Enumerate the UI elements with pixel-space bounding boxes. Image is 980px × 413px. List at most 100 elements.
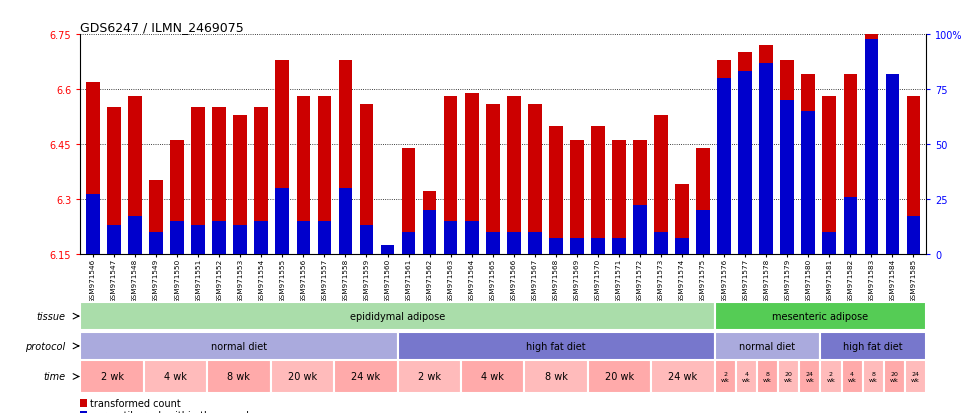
Bar — [144, 361, 207, 393]
Bar — [507, 232, 520, 254]
Text: 4 wk: 4 wk — [481, 372, 504, 382]
Bar — [171, 141, 184, 254]
Text: mesenteric adipose: mesenteric adipose — [772, 311, 868, 321]
Bar — [864, 40, 878, 254]
Bar — [822, 97, 836, 254]
Bar — [524, 361, 588, 393]
Bar — [86, 83, 100, 254]
Bar — [334, 361, 398, 393]
Bar — [820, 332, 926, 360]
Bar — [339, 61, 352, 254]
Bar — [862, 361, 884, 393]
Bar — [760, 46, 773, 254]
Bar — [696, 210, 710, 254]
Bar — [802, 112, 815, 254]
Text: 20
wk: 20 wk — [784, 371, 793, 382]
Bar — [844, 75, 858, 254]
Bar — [107, 108, 121, 254]
Text: high fat diet: high fat diet — [526, 341, 586, 351]
Text: protocol: protocol — [25, 341, 66, 351]
Bar — [486, 104, 500, 254]
Bar — [884, 361, 905, 393]
Bar — [507, 97, 520, 254]
Bar — [655, 232, 667, 254]
Bar — [696, 148, 710, 254]
Bar — [780, 101, 794, 254]
Bar — [633, 206, 647, 254]
Bar — [612, 141, 626, 254]
Bar — [736, 361, 757, 393]
Bar — [714, 332, 820, 360]
Bar — [822, 232, 836, 254]
Text: time: time — [43, 372, 66, 382]
Bar — [461, 361, 524, 393]
Bar — [714, 361, 736, 393]
Bar — [633, 141, 647, 254]
Bar — [107, 225, 121, 254]
Bar — [738, 72, 752, 254]
Text: 24 wk: 24 wk — [351, 372, 380, 382]
Bar — [465, 221, 478, 254]
Bar — [207, 361, 270, 393]
Bar — [213, 108, 226, 254]
Bar — [778, 361, 800, 393]
Text: 2
wk: 2 wk — [721, 371, 730, 382]
Text: normal diet: normal diet — [740, 341, 796, 351]
Bar — [149, 232, 163, 254]
Bar — [402, 232, 416, 254]
Bar — [802, 75, 815, 254]
Text: 4 wk: 4 wk — [164, 372, 187, 382]
Text: epididymal adipose: epididymal adipose — [350, 311, 445, 321]
Bar — [128, 217, 142, 254]
Bar — [780, 61, 794, 254]
Bar — [528, 104, 542, 254]
Bar — [588, 361, 652, 393]
Bar — [444, 221, 458, 254]
Bar — [675, 239, 689, 254]
Bar — [422, 210, 436, 254]
Bar — [906, 97, 920, 254]
Bar — [905, 361, 926, 393]
Bar — [255, 221, 269, 254]
Bar — [760, 64, 773, 254]
Bar — [80, 399, 87, 407]
Bar — [80, 302, 714, 330]
Bar — [738, 53, 752, 254]
Bar — [800, 361, 820, 393]
Bar — [275, 61, 289, 254]
Bar — [297, 97, 311, 254]
Bar — [655, 115, 667, 254]
Bar — [128, 97, 142, 254]
Bar — [318, 97, 331, 254]
Bar — [757, 361, 778, 393]
Bar — [270, 361, 334, 393]
Bar — [80, 332, 398, 360]
Text: high fat diet: high fat diet — [844, 341, 903, 351]
Bar — [255, 108, 269, 254]
Bar — [717, 79, 731, 254]
Text: percentile rank within the sample: percentile rank within the sample — [90, 411, 255, 413]
Bar — [86, 195, 100, 254]
Text: 8 wk: 8 wk — [227, 372, 250, 382]
Bar — [213, 221, 226, 254]
Bar — [549, 239, 563, 254]
Bar — [612, 239, 626, 254]
Text: 2
wk: 2 wk — [826, 371, 835, 382]
Bar — [886, 74, 900, 254]
Text: 24
wk: 24 wk — [911, 371, 920, 382]
Bar — [191, 108, 205, 254]
Bar — [549, 126, 563, 254]
Bar — [714, 302, 926, 330]
Bar — [233, 115, 247, 254]
Bar — [80, 411, 87, 413]
Bar — [465, 93, 478, 254]
Bar — [844, 197, 858, 254]
Text: 24 wk: 24 wk — [668, 372, 698, 382]
Bar — [570, 141, 584, 254]
Bar — [318, 221, 331, 254]
Bar — [591, 239, 605, 254]
Text: 20
wk: 20 wk — [890, 371, 899, 382]
Text: transformed count: transformed count — [90, 398, 181, 408]
Text: tissue: tissue — [36, 311, 66, 321]
Bar — [275, 188, 289, 254]
